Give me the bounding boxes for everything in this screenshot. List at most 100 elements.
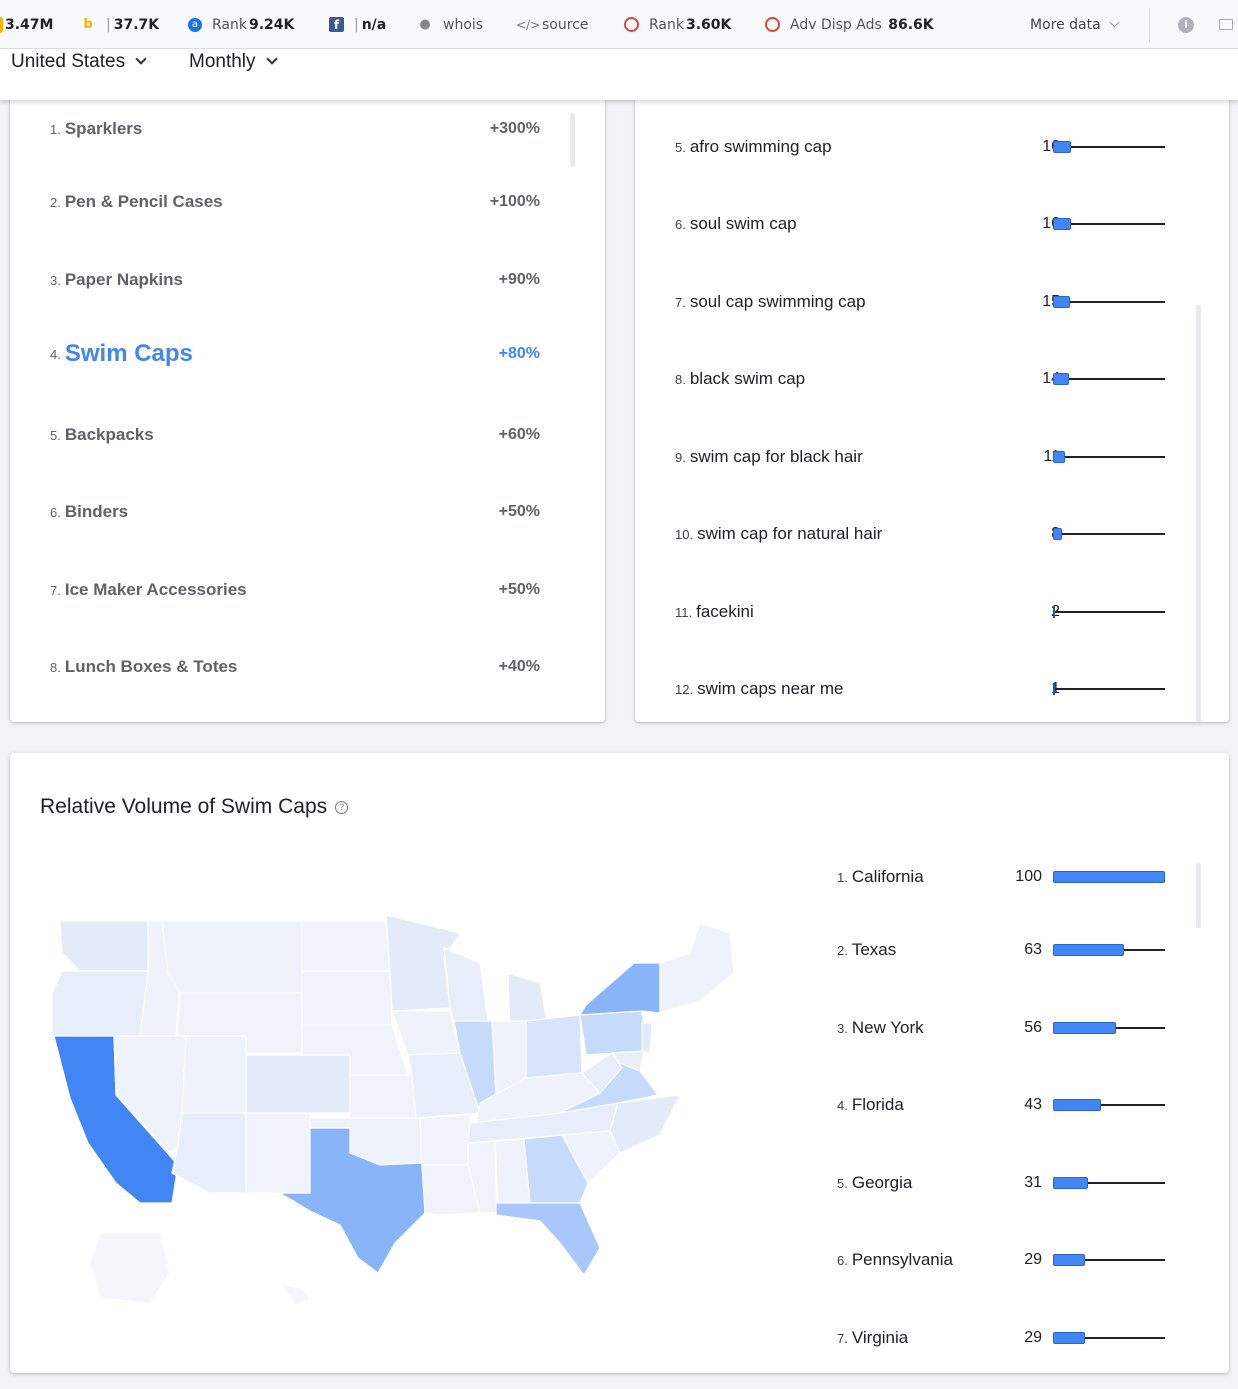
list-item[interactable]: 6. Pennsylvania 29 bbox=[837, 1248, 1167, 1272]
state-arizona bbox=[171, 1112, 247, 1194]
list-item[interactable]: 8. black swim cap 14 bbox=[675, 367, 1165, 391]
score-bar bbox=[1053, 450, 1165, 464]
score-bar bbox=[1053, 682, 1165, 696]
bar-track bbox=[1053, 533, 1165, 535]
toolbar-item-facebook[interactable]: f | n/a bbox=[329, 0, 386, 49]
category-name: Pen & Pencil Cases bbox=[64, 192, 223, 211]
list-item[interactable]: 5. Backpacks +60% bbox=[50, 423, 540, 447]
list-item[interactable]: 2. Texas 63 bbox=[837, 938, 1167, 962]
change-percent: +60% bbox=[498, 426, 540, 443]
region-name: New York bbox=[851, 1018, 924, 1037]
list-item[interactable]: 3. New York 56 bbox=[837, 1016, 1167, 1040]
list-item[interactable]: 7. Ice Maker Accessories +50% bbox=[50, 578, 540, 602]
toolbar-item-whois[interactable]: ● whois bbox=[417, 0, 485, 49]
bar-track bbox=[1053, 301, 1165, 303]
scrollbar-thumb[interactable] bbox=[1196, 305, 1201, 722]
state-new-mexico bbox=[245, 1112, 311, 1194]
bar-track bbox=[1053, 688, 1165, 690]
change-percent: +90% bbox=[498, 271, 540, 288]
period-dropdown[interactable]: Monthly bbox=[189, 51, 278, 73]
rank-number: 6. bbox=[837, 1252, 848, 1268]
rank-number: 6. bbox=[50, 504, 61, 520]
rank-number: 5. bbox=[837, 1175, 848, 1191]
list-item[interactable]: 4. Swim Caps +80% bbox=[50, 340, 540, 367]
list-item[interactable]: 2. Pen & Pencil Cases +100% bbox=[50, 190, 540, 214]
toolbar-item-rank[interactable]: Rank 3.60K bbox=[624, 0, 731, 49]
toolbar-item-adv-disp-ads[interactable]: Adv Disp Ads 86.6K bbox=[765, 0, 934, 49]
search-term: black swim cap bbox=[689, 369, 806, 388]
region-dropdown[interactable]: United States bbox=[11, 51, 147, 73]
scrollbar-thumb[interactable] bbox=[570, 113, 575, 167]
state-south-dakota bbox=[301, 970, 393, 1026]
category-name: Backpacks bbox=[64, 425, 154, 444]
search-term: afro swimming cap bbox=[689, 137, 832, 156]
list-item[interactable]: 5. afro swimming cap 16 bbox=[675, 135, 1165, 159]
change-percent: +50% bbox=[498, 581, 540, 598]
relative-volume-card: Relative Volume of Swim Caps ? bbox=[10, 753, 1229, 1373]
rank-number: 8. bbox=[50, 659, 61, 675]
state-georgia bbox=[523, 1134, 589, 1204]
score-value: 63 bbox=[1024, 941, 1042, 958]
toolbar-divider bbox=[1149, 8, 1150, 42]
list-item[interactable]: 4. Florida 43 bbox=[837, 1093, 1167, 1117]
list-item[interactable]: 6. Binders +50% bbox=[50, 500, 540, 524]
list-item[interactable]: 1. California 100 bbox=[837, 865, 1167, 889]
list-item[interactable]: 1. Sparklers +300% bbox=[50, 117, 540, 141]
bar-track bbox=[1053, 223, 1165, 225]
facebook-icon: f bbox=[329, 17, 344, 32]
list-item[interactable]: 11.facekini2 bbox=[675, 600, 1165, 624]
list-item[interactable]: 6. soul swim cap 16 bbox=[675, 212, 1165, 236]
bar-fill bbox=[1053, 373, 1069, 385]
toolbar-item-traffic[interactable]: 3.47M bbox=[0, 0, 53, 49]
bar-fill bbox=[1053, 141, 1071, 153]
info-button[interactable]: i bbox=[1178, 0, 1204, 49]
chevron-down-icon bbox=[1109, 17, 1120, 27]
category-name: Paper Napkins bbox=[64, 270, 183, 289]
list-item[interactable]: 7. soul cap swimming cap 15 bbox=[675, 290, 1165, 314]
map-states bbox=[51, 914, 735, 1306]
list-item[interactable]: 8. Lunch Boxes & Totes +40% bbox=[50, 655, 540, 679]
change-percent: +100% bbox=[489, 193, 540, 210]
state-oregon bbox=[51, 970, 149, 1037]
score-value: 29 bbox=[1024, 1329, 1042, 1346]
state-kansas bbox=[349, 1074, 417, 1119]
state-iowa bbox=[391, 1010, 461, 1056]
code-icon: </> bbox=[516, 17, 541, 32]
state-maryland bbox=[610, 1050, 645, 1072]
chevron-down-icon bbox=[265, 53, 278, 65]
scrollbar-thumb[interactable] bbox=[1196, 863, 1201, 928]
state-louisiana bbox=[421, 1164, 481, 1216]
region-name: Georgia bbox=[851, 1173, 913, 1192]
us-map-svg bbox=[51, 914, 735, 1306]
rank-number: 2. bbox=[837, 942, 848, 958]
rank-number: 7. bbox=[50, 582, 61, 598]
state-new-york bbox=[578, 962, 661, 1016]
us-choropleth-map[interactable] bbox=[40, 903, 740, 1313]
list-item[interactable]: 9. swim cap for black hair 11 bbox=[675, 445, 1165, 469]
bing-icon: b bbox=[83, 16, 93, 32]
list-item[interactable]: 5. Georgia 31 bbox=[837, 1171, 1167, 1195]
toolbar-item-source[interactable]: </> source bbox=[516, 16, 589, 33]
toolbar-item-alexa-rank[interactable]: a Rank 9.24K bbox=[188, 0, 294, 49]
search-term: swim caps near me bbox=[697, 679, 844, 698]
display-button[interactable] bbox=[1219, 0, 1233, 49]
rank-number: 1. bbox=[837, 869, 848, 885]
help-icon[interactable]: ? bbox=[335, 800, 349, 814]
bar-fill bbox=[1053, 1254, 1085, 1266]
list-item[interactable]: 3. Paper Napkins +90% bbox=[50, 268, 540, 292]
ring-icon bbox=[765, 17, 780, 32]
monitor-icon bbox=[1219, 19, 1233, 30]
extension-toolbar: 3.47M b | 37.7K a Rank 9.24K f | n/a ● who… bbox=[0, 0, 1238, 49]
list-item[interactable]: 7. Virginia 29 bbox=[837, 1326, 1167, 1350]
more-data-dropdown[interactable]: More data bbox=[1030, 0, 1120, 49]
rank-number: 2. bbox=[50, 194, 61, 210]
score-bar bbox=[1053, 217, 1165, 231]
score-bar bbox=[1053, 140, 1165, 154]
state-ohio bbox=[525, 1014, 583, 1079]
list-item[interactable]: 12.swim caps near me1 bbox=[675, 677, 1165, 701]
category-name: Binders bbox=[64, 502, 129, 521]
list-item[interactable]: 10.swim cap for natural hair8 bbox=[675, 522, 1165, 546]
score-bar bbox=[1053, 527, 1165, 541]
toolbar-item-bing[interactable]: b | 37.7K bbox=[80, 0, 159, 49]
category-name: Sparklers bbox=[64, 119, 143, 138]
